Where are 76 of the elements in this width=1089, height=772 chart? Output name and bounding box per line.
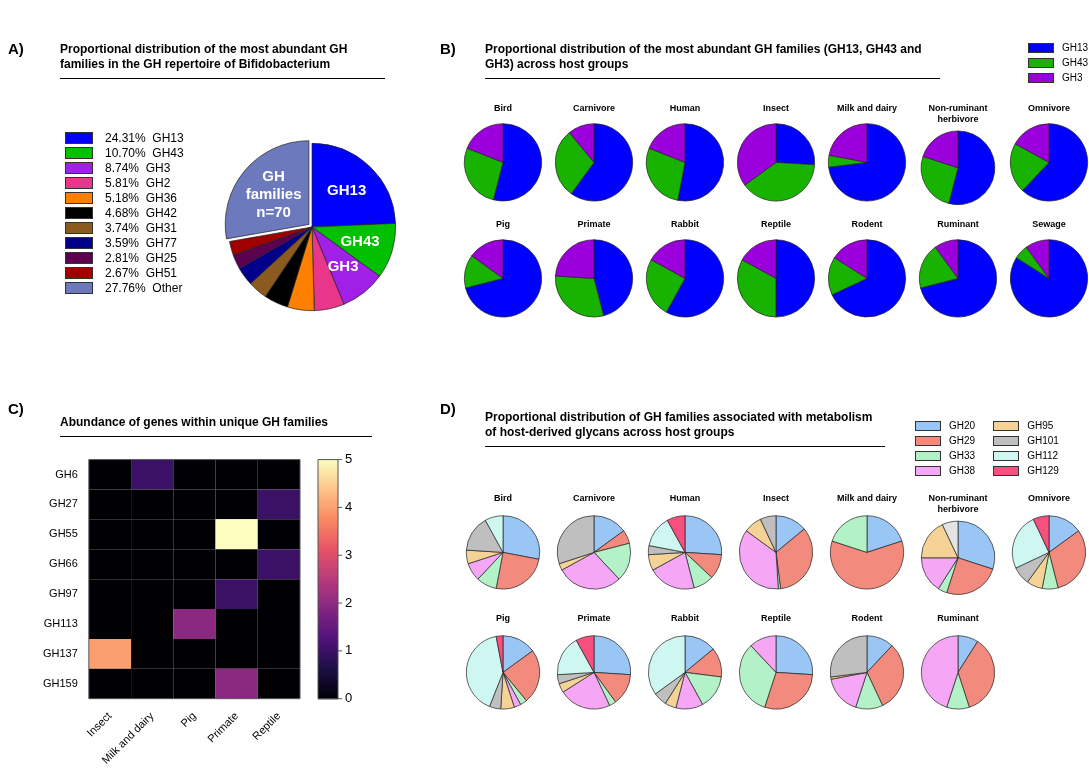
chart-title: Proportional distribution of the most abundant GH families in the GH repertoire of Bifidobacterium: [60, 42, 385, 79]
color-bar-label: 3: [345, 546, 353, 562]
legend-label: GH33: [949, 450, 976, 461]
legend-label: GH29: [949, 435, 976, 446]
text: Omnivore: [1027, 492, 1071, 503]
text: 10.70% GH43: [105, 145, 184, 160]
chart-title: Insect: [762, 102, 790, 113]
color-bar-label: 5: [345, 451, 353, 467]
slice-label: GH43: [340, 231, 380, 249]
chart-title: Human: [669, 102, 701, 113]
legend-label: 3.74% GH31: [105, 220, 178, 235]
legend-label: 2.81% GH25: [105, 250, 178, 265]
chart-title: Reptile: [760, 218, 792, 229]
chart-title: Primate: [577, 218, 611, 229]
legend-label: GH13: [1062, 42, 1089, 53]
y-tick-label: GH66: [49, 557, 78, 570]
text: Omnivore: [1027, 102, 1071, 113]
chart-title: Rabbit: [671, 218, 699, 229]
chart-title: Insect: [762, 492, 790, 503]
legend-label: 5.81% GH2: [105, 175, 171, 190]
y-tick-label: GH137: [42, 646, 78, 659]
legend-label: 27.76% Other: [105, 280, 183, 295]
text: A): [8, 40, 24, 57]
y-tick-label: GH55: [49, 527, 78, 540]
color-bar-label: 4: [345, 498, 353, 514]
chart-title: Reptile: [760, 612, 792, 623]
chart-title: Bird: [494, 102, 512, 113]
legend-label: 3.59% GH77: [105, 235, 178, 250]
legend-label: 4.68% GH42: [105, 205, 178, 220]
chart-title: Abundance of genes within unique GH families: [60, 415, 372, 437]
legend-label: GH112: [1027, 450, 1059, 461]
slice-label: GH13: [327, 180, 367, 198]
chart-title: Non-ruminant herbivore: [928, 102, 988, 124]
text: D): [440, 400, 456, 417]
legend-label: GH43: [1062, 57, 1089, 68]
chart-title: Ruminant: [937, 218, 979, 229]
text: GH families n=70: [245, 166, 302, 220]
chart-title: Milk and dairy: [836, 492, 898, 503]
y-tick-label: GH113: [43, 617, 78, 629]
chart-title: Primate: [577, 612, 611, 623]
chart-title: Rodent: [851, 218, 883, 229]
text: Proportional distribution of GH families associated with metabolism of host-derived glycans across host groups: [485, 410, 885, 447]
text: 8.74% GH3: [105, 160, 171, 175]
chart-title: Carnivore: [572, 102, 616, 113]
legend-label: GH101: [1027, 435, 1059, 446]
chart-title: Carnivore: [572, 492, 616, 503]
chart-title: Rabbit: [671, 612, 699, 623]
y-tick-label: GH97: [49, 587, 78, 600]
chart-title: Pig: [495, 612, 511, 623]
legend-label: 5.18% GH36: [105, 190, 178, 205]
text: B): [440, 40, 456, 57]
legend-label: GH38: [949, 465, 976, 476]
text: 24.31% GH13: [105, 130, 184, 145]
chart-title: Human: [669, 492, 701, 503]
slice-label: GH3: [327, 256, 359, 274]
color-bar-label: 0: [345, 690, 353, 706]
y-tick-label: GH159: [42, 676, 78, 689]
text: Proportional distribution of the most abundant GH families (GH13, GH43 and GH3) across host groups: [485, 42, 940, 79]
chart-title: Bird: [494, 492, 512, 503]
legend-label: GH95: [1027, 420, 1054, 431]
legend-label: 2.67% GH51: [105, 265, 178, 280]
chart-title: Milk and dairy: [836, 102, 898, 113]
legend-label: GH129: [1027, 465, 1059, 476]
color-bar-label: 1: [345, 642, 353, 658]
legend-label: GH20: [949, 420, 976, 431]
chart-title: Sewage: [1032, 218, 1066, 229]
chart-title: Pig: [495, 218, 511, 229]
chart-title: Rodent: [851, 612, 883, 623]
y-tick-label: GH6: [55, 467, 78, 480]
y-tick-label: GH27: [49, 497, 78, 510]
legend-label: GH3: [1062, 72, 1083, 83]
x-tick-label: Pig: [178, 709, 198, 730]
color-bar-label: 2: [345, 594, 353, 610]
text: C): [8, 400, 24, 417]
chart-title: Ruminant: [937, 612, 979, 623]
chart-title: Non-ruminant herbivore: [928, 492, 988, 514]
